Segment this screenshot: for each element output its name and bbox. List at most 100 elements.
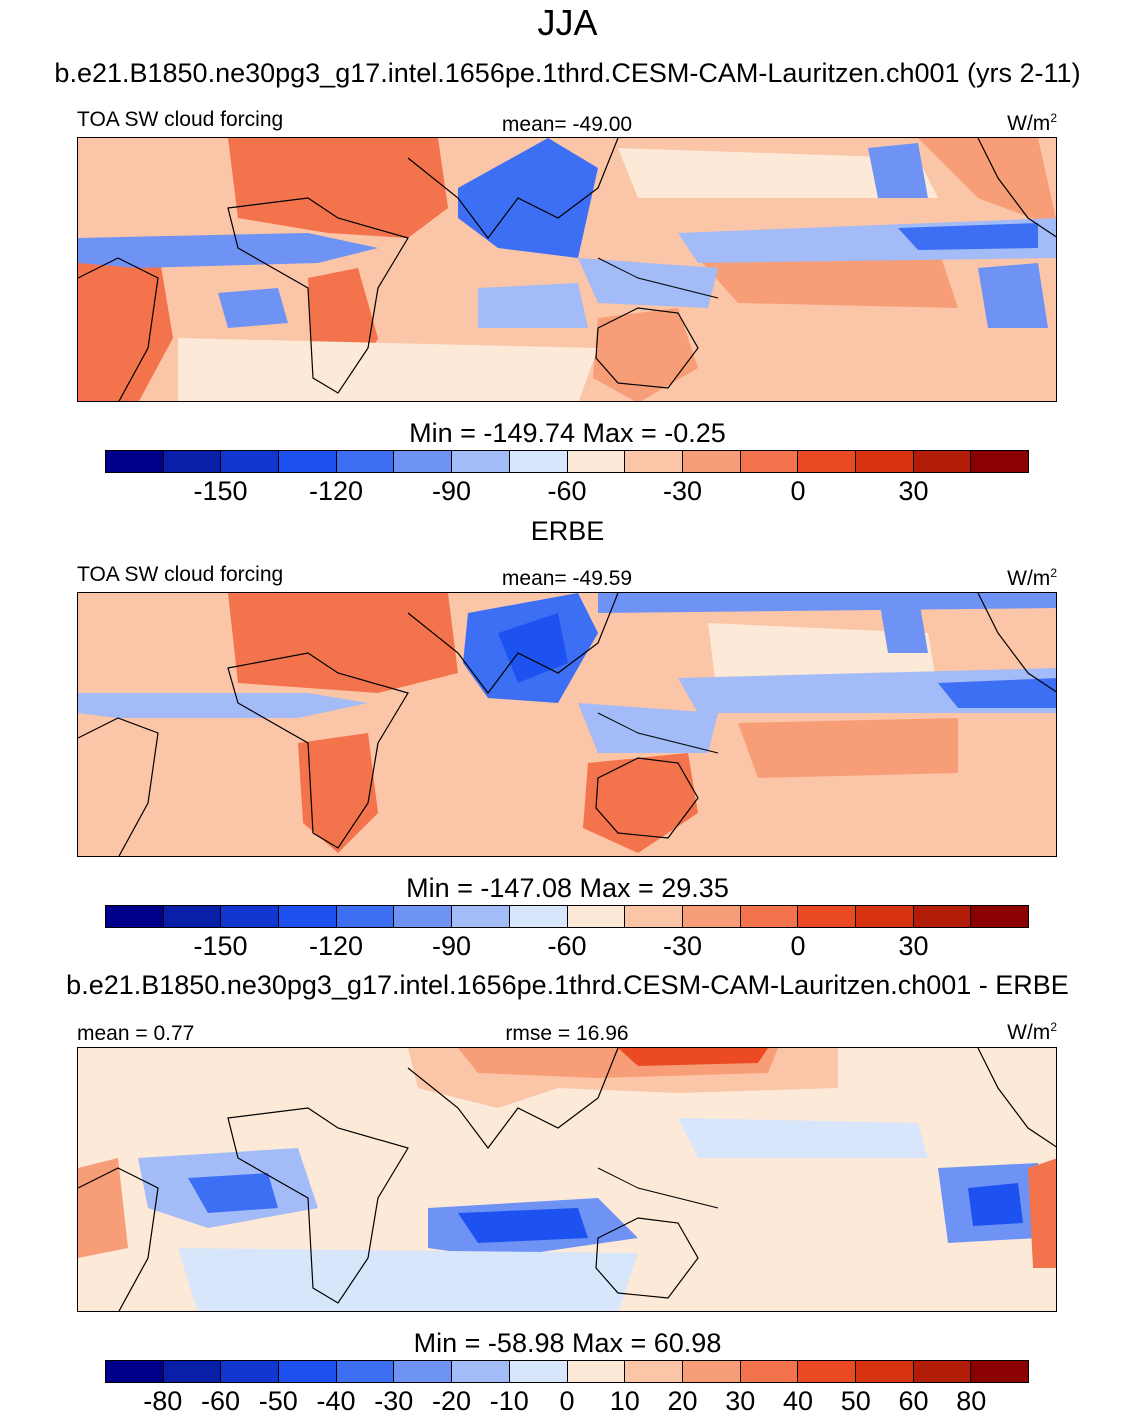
coast-islands xyxy=(597,257,719,299)
colorbar-swatch xyxy=(163,451,222,472)
colorbar-tick-label: 30 xyxy=(725,1386,756,1416)
colorbar-swatch xyxy=(279,451,337,472)
colorbar-swatch xyxy=(855,906,914,927)
sahara-high xyxy=(228,593,458,693)
indian-ocean-core xyxy=(458,1208,588,1243)
colorbar-tick-label: -20 xyxy=(431,1386,472,1416)
colorbar-tick-label: 0 xyxy=(790,476,806,506)
colorbar-swatch xyxy=(509,451,568,472)
south-atlantic-core xyxy=(188,1173,278,1213)
panel1-colorbar-ticks: -150 -120 -90 -60 -30 0 30 xyxy=(105,476,1029,506)
colorbar-tick-label: 10 xyxy=(609,1386,640,1416)
colorbar-swatch xyxy=(625,1361,683,1382)
se-pacific-high xyxy=(738,718,958,778)
colorbar-swatch xyxy=(798,1361,856,1382)
colorbar-swatch xyxy=(336,906,395,927)
panel1-variable-label: TOA SW cloud forcing xyxy=(77,108,284,131)
panel2-case-title: ERBE xyxy=(530,516,605,546)
colorbar-swatch xyxy=(452,906,510,927)
colorbar-swatch xyxy=(394,906,453,927)
colorbar-swatch xyxy=(913,906,972,927)
colorbar-tick-label: 80 xyxy=(956,1386,987,1416)
panel3-map xyxy=(77,1047,1057,1312)
colorbar-swatch xyxy=(913,1361,972,1382)
coast-australia xyxy=(595,307,699,389)
pacific-itcz-core xyxy=(898,223,1038,250)
colorbar-tick-label: -90 xyxy=(431,931,472,961)
colorbar-swatch xyxy=(106,451,164,472)
colorbar-tick-label: 0 xyxy=(790,931,806,961)
panel3-minmax: Min = -58.98 Max = 60.98 xyxy=(413,1328,722,1358)
colorbar-tick-label: -50 xyxy=(258,1386,298,1416)
coast-south-america xyxy=(78,1167,159,1311)
colorbar-tick-label: -30 xyxy=(662,931,703,961)
colorbar-tick-label: -120 xyxy=(308,476,364,506)
coast-americas-east xyxy=(977,138,1056,238)
asian-monsoon xyxy=(458,138,598,258)
colorbar-swatch xyxy=(106,906,164,927)
coast-asia xyxy=(407,138,619,239)
asian-monsoon-core xyxy=(498,613,568,683)
panel1-units-label: W/m2 xyxy=(1007,111,1057,135)
panel2-mean-label: mean= -49.59 xyxy=(501,567,633,590)
colorbar-swatch xyxy=(452,451,510,472)
colorbar-swatch xyxy=(221,451,280,472)
coast-asia xyxy=(407,1048,619,1149)
colorbar-swatch xyxy=(567,906,626,927)
indian-ocean-band xyxy=(478,283,588,328)
colorbar-swatch xyxy=(394,1361,453,1382)
panel1-case-title: b.e21.B1850.ne30pg3_g17.intel.1656pe.1th… xyxy=(54,58,1081,88)
colorbar-swatch xyxy=(971,1361,1028,1382)
panel3-colorbar xyxy=(105,1360,1029,1383)
panel1-map xyxy=(77,137,1057,402)
se-pacific-core xyxy=(968,1183,1023,1226)
coast-asia xyxy=(407,593,619,694)
south-america-high xyxy=(78,248,173,401)
colorbar-swatch xyxy=(221,906,280,927)
page-title: JJA xyxy=(537,2,598,43)
colorbar-tick-label: -150 xyxy=(193,931,248,961)
colorbar-swatch xyxy=(394,451,453,472)
colorbar-tick-label: -30 xyxy=(374,1386,414,1416)
coast-africa xyxy=(227,652,409,849)
colorbar-swatch xyxy=(336,451,395,472)
colorbar-swatch xyxy=(740,1361,799,1382)
colorbar-tick-label: -30 xyxy=(662,476,703,506)
panel2-map xyxy=(77,592,1057,857)
andes-pos xyxy=(1028,1158,1056,1268)
colorbar-swatch xyxy=(221,1361,280,1382)
panel2-colorbar xyxy=(105,905,1029,928)
colorbar-swatch xyxy=(740,906,799,927)
coast-islands xyxy=(597,1167,719,1209)
coast-americas-east xyxy=(977,1048,1056,1148)
colorbar-swatch xyxy=(682,451,741,472)
colorbar-swatch xyxy=(163,1361,222,1382)
colorbar-tick-label: -60 xyxy=(547,476,587,506)
southern-ocean-light xyxy=(178,1248,638,1311)
colorbar-tick-label: 50 xyxy=(840,1386,871,1416)
colorbar-tick-label: -60 xyxy=(547,931,587,961)
panel1-colorbar xyxy=(105,450,1029,473)
colorbar-swatch xyxy=(798,906,856,927)
coast-australia xyxy=(595,757,699,839)
colorbar-tick-label: 60 xyxy=(898,1386,929,1416)
sahara-high xyxy=(228,138,448,238)
colorbar-swatch xyxy=(336,1361,395,1382)
colorbar-swatch xyxy=(913,451,972,472)
colorbar-swatch xyxy=(163,906,222,927)
colorbar-tick-label: -120 xyxy=(308,931,364,961)
colorbar-swatch xyxy=(279,906,337,927)
colorbar-tick-label: 40 xyxy=(782,1386,814,1416)
colorbar-swatch xyxy=(855,451,914,472)
se-pacific-low xyxy=(978,263,1048,328)
coast-africa xyxy=(227,197,409,394)
ne-pacific-low xyxy=(878,593,928,653)
colorbar-swatch xyxy=(971,451,1028,472)
coast-africa xyxy=(227,1107,409,1304)
colorbar-swatch xyxy=(855,1361,914,1382)
colorbar-tick-label: 20 xyxy=(667,1386,698,1416)
colorbar-swatch xyxy=(106,1361,164,1382)
colorbar-swatch xyxy=(682,1361,741,1382)
colorbar-swatch xyxy=(567,1361,626,1382)
southern-africa-high xyxy=(298,733,378,853)
